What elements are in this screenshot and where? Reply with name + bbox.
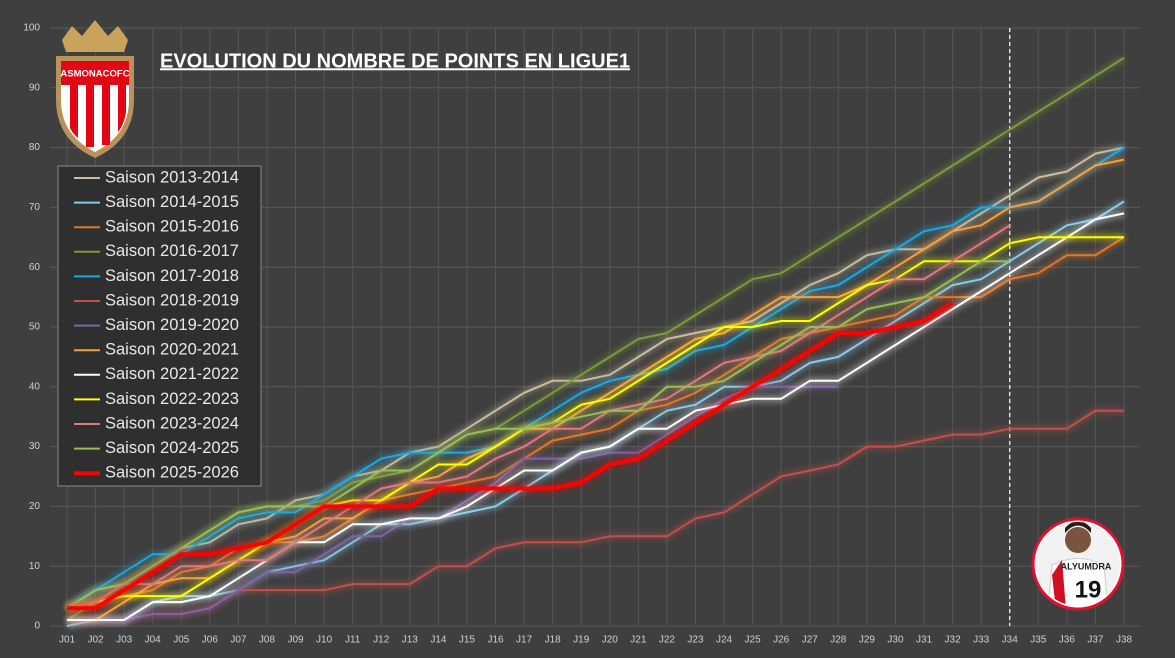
x-tick-label: J26 (773, 635, 790, 646)
y-tick-label: 50 (29, 322, 41, 333)
avatar-name: ALYUMDRA (1061, 561, 1112, 571)
legend-label: Saison 2022-2023 (105, 390, 239, 408)
legend-label: Saison 2021-2022 (105, 365, 239, 383)
avatar-number: 19 (1075, 576, 1102, 603)
series-line (66, 224, 1011, 610)
y-tick-label: 0 (34, 621, 40, 632)
x-tick-label: J15 (459, 635, 476, 646)
x-tick-label: J22 (659, 635, 676, 646)
chart-title: EVOLUTION DU NOMBRE DE POINTS EN LIGUE1 (160, 50, 630, 72)
x-tick-label: J06 (202, 635, 219, 646)
logo-text: ASMONACOFC (60, 69, 129, 80)
y-tick-label: 90 (29, 82, 41, 93)
x-tick-label: J04 (145, 635, 162, 646)
legend-label: Saison 2024-2025 (105, 439, 239, 457)
x-tick-label: J12 (373, 635, 390, 646)
legend-label: Saison 2019-2020 (105, 316, 239, 334)
series-line (67, 301, 954, 611)
y-tick-label: 100 (23, 23, 40, 34)
x-tick-label: J10 (316, 635, 333, 646)
x-tick-label: J31 (916, 635, 933, 646)
x-tick-label: J08 (259, 635, 276, 646)
y-tick-label: 30 (29, 441, 41, 452)
x-tick-label: J02 (88, 635, 105, 646)
y-tick-label: 10 (29, 561, 41, 572)
x-tick-label: J13 (402, 635, 419, 646)
x-tick-label: J03 (116, 635, 133, 646)
legend-label: Saison 2023-2024 (105, 414, 239, 432)
x-tick-label: J35 (1030, 635, 1047, 646)
series-line (66, 260, 1010, 609)
x-tick-label: J37 (1087, 635, 1104, 646)
x-tick-label: J27 (802, 635, 819, 646)
x-tick-label: J11 (345, 635, 361, 646)
avatar: ALYUMDRA 19 (1031, 517, 1125, 611)
legend-label: Saison 2015-2016 (105, 218, 239, 236)
club-logo: ASMONACOFC (56, 20, 134, 158)
x-tick-label: J34 (1002, 635, 1019, 646)
series-line (67, 212, 1125, 621)
legend-label: Saison 2013-2014 (105, 168, 239, 186)
x-tick-label: J33 (973, 635, 990, 646)
legend-label: Saison 2014-2015 (105, 193, 239, 211)
x-tick-label: J28 (830, 635, 847, 646)
x-tick-label: J21 (630, 635, 647, 646)
x-tick-label: J32 (945, 635, 962, 646)
x-tick-label: J25 (745, 635, 762, 646)
x-tick-label: J36 (1059, 635, 1076, 646)
x-tick-label: J17 (516, 635, 533, 646)
legend: Saison 2013-2014 Saison 2014-2015 Saison 2… (57, 165, 262, 487)
y-tick-label: 40 (29, 381, 41, 392)
x-tick-label: J29 (859, 635, 876, 646)
legend-label: Saison 2017-2018 (105, 267, 239, 285)
y-tick-label: 80 (29, 142, 41, 153)
y-tick-label: 20 (29, 501, 41, 512)
x-tick-label: J38 (1116, 635, 1133, 646)
x-tick-label: J09 (287, 635, 304, 646)
x-tick-label: J18 (545, 635, 562, 646)
x-tick-label: J14 (430, 635, 447, 646)
x-tick-label: J16 (487, 635, 504, 646)
legend-label: Saison 2018-2019 (105, 291, 239, 309)
y-tick-label: 70 (29, 202, 41, 213)
x-tick-label: J07 (230, 635, 247, 646)
x-tick-label: J19 (573, 635, 590, 646)
x-tick-label: J30 (887, 635, 904, 646)
x-tick-label: J24 (716, 635, 733, 646)
x-tick-label: J05 (173, 635, 190, 646)
x-tick-label: J23 (687, 635, 704, 646)
x-tick-label: J01 (59, 635, 76, 646)
series-line (66, 146, 1125, 609)
legend-label: Saison 2025-2026 (105, 464, 239, 482)
plot (65, 54, 1126, 630)
legend-label: Saison 2016-2017 (105, 242, 239, 260)
legend-label: Saison 2020-2021 (105, 341, 239, 359)
y-tick-label: 60 (29, 262, 41, 273)
x-tick-label: J20 (602, 635, 619, 646)
